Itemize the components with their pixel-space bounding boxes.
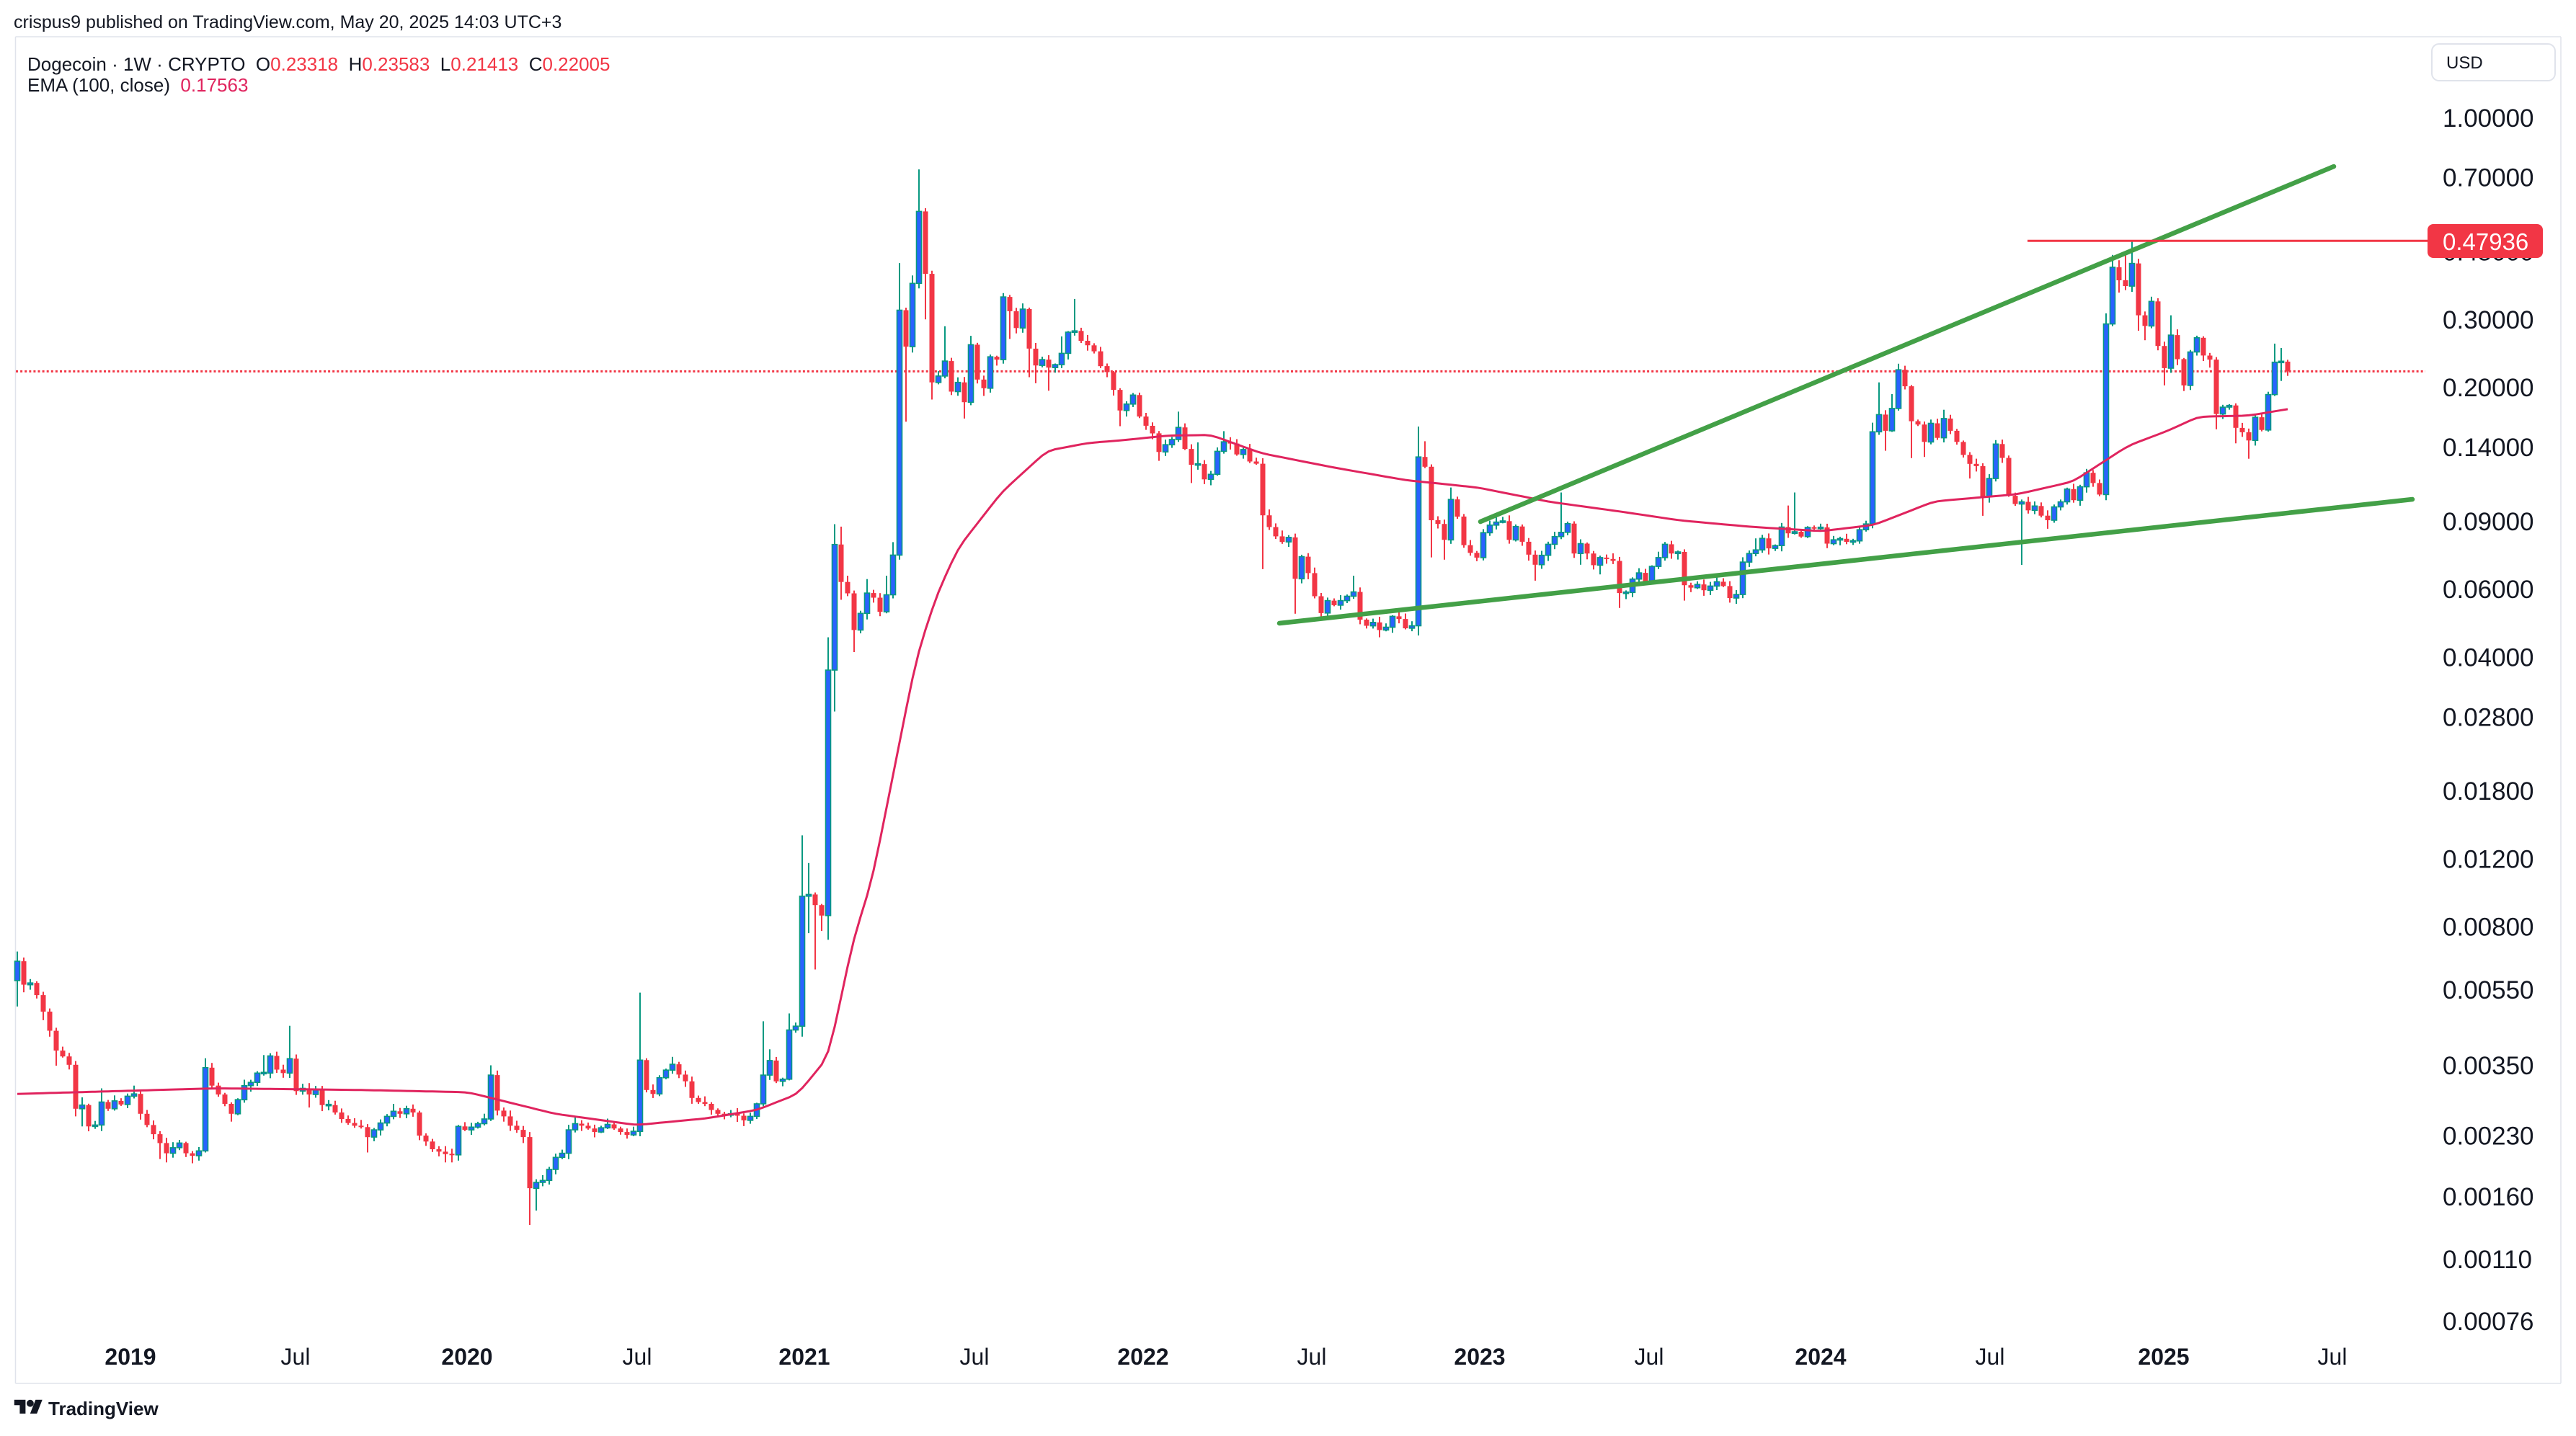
svg-text:0.02800: 0.02800 (2443, 703, 2534, 731)
svg-text:Jul: Jul (1635, 1344, 1664, 1370)
svg-text:0.01200: 0.01200 (2443, 845, 2534, 873)
svg-text:0.00350: 0.00350 (2443, 1052, 2534, 1080)
svg-text:1.00000: 1.00000 (2443, 104, 2534, 133)
svg-text:EMA (100, close) 0.17563: EMA (100, close) 0.17563 (27, 74, 248, 96)
svg-text:0.14000: 0.14000 (2443, 434, 2534, 462)
svg-text:0.04000: 0.04000 (2443, 643, 2534, 672)
svg-text:2020: 2020 (441, 1344, 492, 1370)
svg-text:2019: 2019 (105, 1344, 156, 1370)
svg-text:0.00800: 0.00800 (2443, 914, 2534, 942)
svg-text:Dogecoin · 1W · CRYPTO O0.233: Dogecoin · 1W · CRYPTO O0.23318 H0.23583… (27, 53, 610, 75)
svg-text:Jul: Jul (1297, 1344, 1327, 1370)
svg-text:Jul: Jul (960, 1344, 990, 1370)
svg-text:TradingView: TradingView (48, 1398, 159, 1419)
svg-text:crispus9 published on TradingV: crispus9 published on TradingView.com, M… (14, 12, 561, 32)
svg-text:0.00076: 0.00076 (2443, 1308, 2534, 1336)
svg-text:USD: USD (2446, 53, 2483, 73)
svg-text:2025: 2025 (2138, 1344, 2189, 1370)
svg-text:0.00230: 0.00230 (2443, 1123, 2534, 1151)
svg-text:2023: 2023 (1454, 1344, 1505, 1370)
svg-text:Jul: Jul (2318, 1344, 2348, 1370)
svg-text:Jul: Jul (623, 1344, 652, 1370)
svg-text:0.01800: 0.01800 (2443, 777, 2534, 806)
svg-text:Jul: Jul (1976, 1344, 2005, 1370)
svg-text:2022: 2022 (1117, 1344, 1168, 1370)
svg-text:Jul: Jul (281, 1344, 311, 1370)
svg-text:0.00110: 0.00110 (2443, 1246, 2532, 1274)
svg-text:0.30000: 0.30000 (2443, 306, 2534, 334)
svg-text:0.70000: 0.70000 (2443, 164, 2534, 192)
svg-text:0.00550: 0.00550 (2443, 976, 2534, 1004)
svg-text:0.06000: 0.06000 (2443, 576, 2534, 604)
svg-text:0.00160: 0.00160 (2443, 1183, 2534, 1211)
svg-text:0.47936: 0.47936 (2443, 228, 2528, 255)
svg-text:0.20000: 0.20000 (2443, 374, 2534, 402)
svg-text:2021: 2021 (778, 1344, 830, 1370)
svg-text:0.09000: 0.09000 (2443, 508, 2534, 536)
svg-text:2024: 2024 (1795, 1344, 1846, 1370)
